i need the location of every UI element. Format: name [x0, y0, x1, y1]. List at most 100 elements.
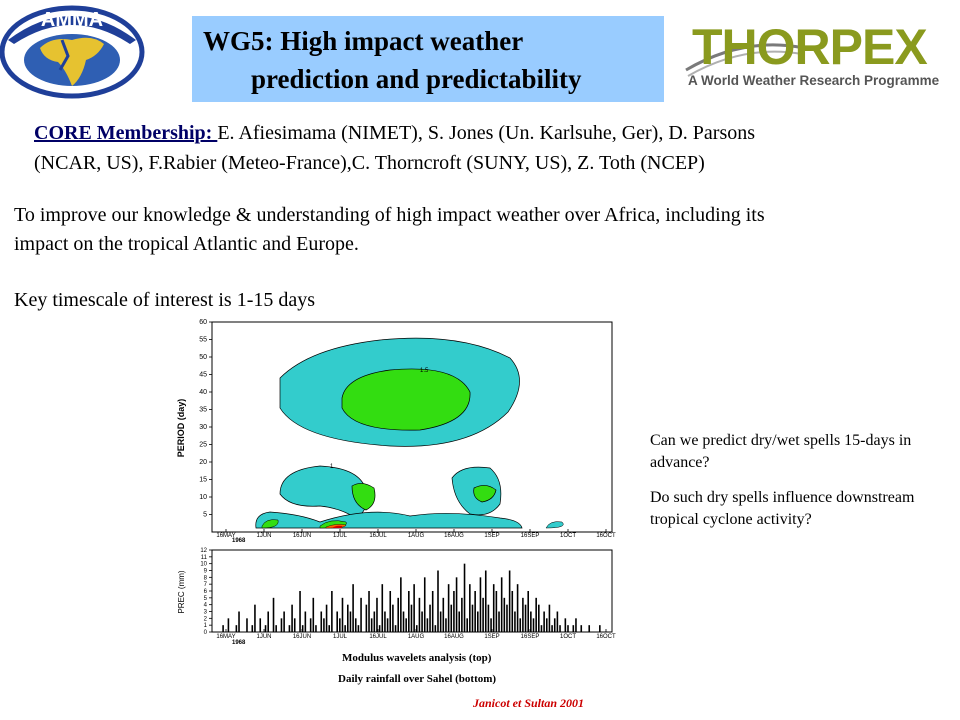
- wavelet-chart: 5 10 15 20 25 30 35 40 45 50 55 60 PERIOD (day) 1 1…: [176, 319, 616, 544]
- rainfall-bar: [498, 611, 500, 632]
- rainfall-bar: [495, 591, 498, 632]
- rainfall-bar: [575, 618, 577, 632]
- rainfall-ytick-label: 0: [204, 630, 208, 636]
- rainfall-bar: [466, 618, 468, 632]
- rainfall-bar: [392, 604, 394, 632]
- rainfall-bar: [410, 604, 413, 632]
- contour-level-1-low: [255, 511, 523, 529]
- rainfall-xtick-label: 16MAY: [216, 634, 235, 640]
- rainfall-bar: [564, 618, 567, 632]
- rainfall-bar: [415, 625, 418, 632]
- objective-line-2: impact on the tropical Atlantic and Euro…: [14, 233, 359, 255]
- membership-line-2: (NCAR, US), F.Rabier (Meteo-France),C. T…: [34, 152, 705, 174]
- figure-credit: Janicot et Sultan 2001: [473, 696, 585, 710]
- rainfall-bar: [527, 591, 529, 632]
- question-1-line-2: advance?: [650, 454, 710, 471]
- objective-line-1: To improve our knowledge & understanding…: [14, 204, 765, 226]
- rainfall-bar: [469, 584, 471, 632]
- rainfall-bar: [455, 577, 458, 632]
- rainfall-bar: [347, 604, 349, 632]
- rainfall-ytick-label: 11: [201, 555, 208, 561]
- wavelet-ytick-label: 20: [199, 459, 207, 466]
- rainfall-bar: [540, 625, 543, 632]
- question-2-line-2: tropical cyclone activity?: [650, 511, 812, 528]
- rainfall-bar: [301, 625, 304, 632]
- rainfall-bar: [471, 604, 474, 632]
- rainfall-bar: [506, 604, 508, 632]
- rainfall-ytick-label: 10: [200, 562, 207, 568]
- wavelet-xtick-label: 1AUG: [408, 533, 425, 539]
- caption-top: Modulus wavelets analysis (top): [342, 652, 492, 664]
- contour-level-15-low-a: [261, 519, 279, 529]
- rainfall-bar: [431, 591, 434, 632]
- rainfall-bar: [580, 625, 583, 632]
- membership-label: CORE Membership:: [34, 122, 218, 144]
- rainfall-bar: [365, 604, 368, 632]
- rainfall-bar: [325, 604, 328, 632]
- rainfall-bar: [291, 604, 293, 632]
- wavelet-xtick-label: 1OCT: [560, 533, 576, 539]
- rainfall-xtick-label: 16AUG: [444, 634, 464, 640]
- title-line-2: prediction and predictability: [251, 64, 582, 94]
- rainfall-bar: [538, 604, 540, 632]
- rainfall-xtick-label: 1JUL: [333, 634, 348, 640]
- wavelet-ytick-label: 30: [199, 424, 207, 431]
- rainfall-bar: [434, 625, 437, 632]
- rainfall-bar: [588, 625, 591, 632]
- rainfall-bar: [354, 618, 357, 632]
- wavelet-ytick-label: 25: [199, 442, 207, 449]
- wavelet-xsub: 1968: [232, 538, 246, 544]
- rainfall-bar: [381, 584, 384, 632]
- rainfall-bar: [222, 625, 224, 632]
- wavelet-xtick-label: 1SEP: [484, 533, 499, 539]
- rainfall-bar: [445, 618, 447, 632]
- rainfall-bar: [389, 591, 392, 632]
- rainfall-bar: [227, 618, 230, 632]
- rainfall-bar: [386, 618, 389, 632]
- rainfall-bar: [535, 597, 537, 632]
- rainfall-ylabel: PREC (mm): [177, 570, 186, 613]
- rainfall-bar: [349, 611, 352, 632]
- rainfall-bar: [479, 577, 482, 632]
- membership-line-1: CORE Membership: E. Afiesimama (NIMET), …: [34, 118, 755, 148]
- thorpex-swoosh-icon: [685, 43, 805, 77]
- rainfall-bar: [453, 591, 455, 632]
- rainfall-bar: [524, 604, 527, 632]
- rainfall-bar: [511, 591, 514, 632]
- rainfall-bar: [492, 584, 495, 632]
- rainfall-bar: [283, 611, 285, 632]
- rainfall-bar: [384, 611, 386, 632]
- title-line-1: WG5: High impact weather: [203, 26, 524, 56]
- contour-level-15-mid-right: [473, 485, 497, 503]
- rainfall-bar: [487, 604, 490, 632]
- rainfall-bar: [341, 597, 344, 632]
- rainfall-bar: [559, 625, 561, 632]
- rainfall-bar: [352, 584, 354, 632]
- rainfall-bar: [315, 625, 317, 632]
- rainfall-xtick-label: 1OCT: [560, 634, 576, 640]
- rainfall-bar: [378, 625, 381, 632]
- rainfall-bar: [477, 611, 479, 632]
- wavelet-ytick-label: 35: [199, 407, 207, 414]
- contour-label-15: 1.5: [420, 368, 429, 374]
- wavelet-ytick-label: 45: [199, 372, 207, 379]
- rainfall-bar: [572, 625, 575, 632]
- rainfall-bar: [519, 618, 522, 632]
- wavelet-ytick-label: 10: [199, 494, 207, 501]
- rainfall-bar: [548, 604, 551, 632]
- rainfall-ytick-label: 8: [204, 575, 208, 581]
- wavelet-xtick-label: 16JUN: [293, 533, 311, 539]
- rainfall-bar: [339, 618, 341, 632]
- membership-names-1: E. Afiesimama (NIMET), S. Jones (Un. Kar…: [217, 122, 756, 144]
- wavelet-xtick-label: 16MAY: [216, 533, 235, 539]
- rainfall-bar: [442, 597, 445, 632]
- rainfall-bar: [599, 625, 601, 632]
- rainfall-bar: [402, 611, 405, 632]
- rainfall-bar: [323, 618, 325, 632]
- timescale-text: Key timescale of interest is 1-15 days: [14, 289, 316, 311]
- rainfall-bar: [503, 597, 506, 632]
- rainfall-ytick-label: 3: [204, 610, 208, 616]
- rainfall-bar: [357, 625, 360, 632]
- wavelet-ytick-label: 40: [199, 389, 207, 396]
- wavelet-ytick-label: 5: [203, 512, 207, 519]
